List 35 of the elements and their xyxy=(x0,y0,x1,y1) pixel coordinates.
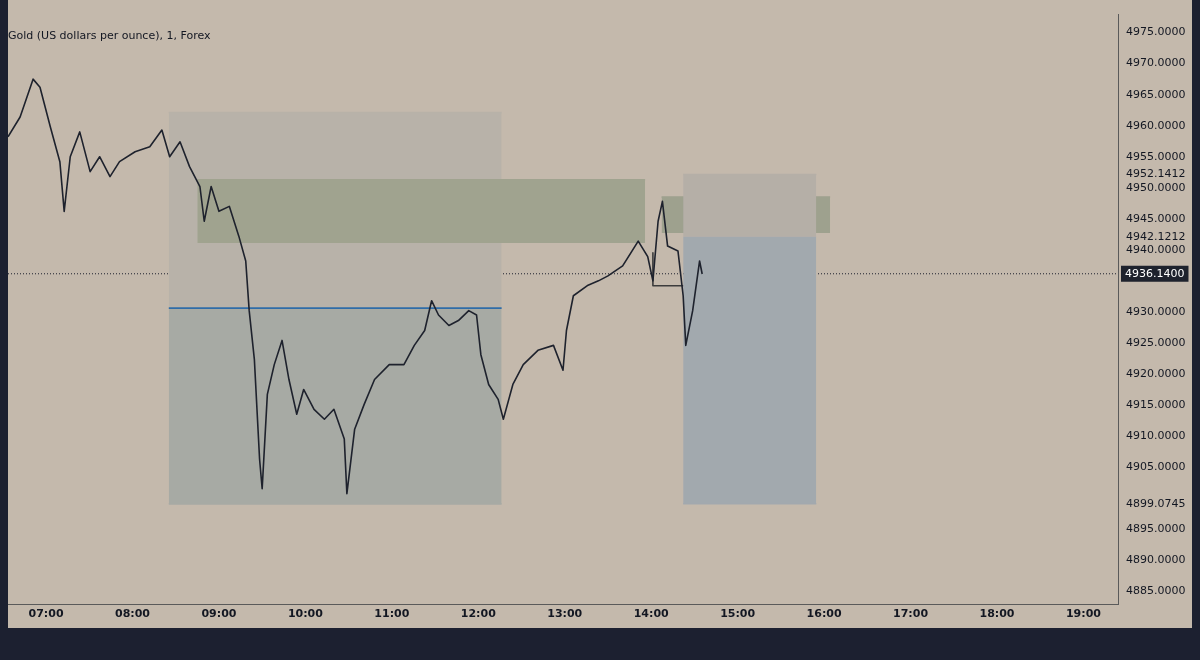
text: Gold (US dollars per ounce), 1, Forex xyxy=(8,28,211,42)
x-tick-label: 19:00 xyxy=(1065,607,1102,621)
y-tick-label: 4952.1412 xyxy=(1126,167,1186,181)
x-tick-label: 13:00 xyxy=(547,607,583,621)
y-tick-label: 4915.0000 xyxy=(1126,397,1186,411)
y-tick-label: 4890.0000 xyxy=(1126,552,1186,566)
y-tick-label: 4925.0000 xyxy=(1126,335,1186,349)
y-tick-label: 4955.0000 xyxy=(1126,149,1186,163)
y-tick-label: 4975.0000 xyxy=(1126,25,1186,39)
y-tick-label: 4905.0000 xyxy=(1126,459,1186,473)
y-tick-label: 4930.0000 xyxy=(1126,304,1186,318)
y-tick-label: 4885.0000 xyxy=(1126,584,1186,598)
y-tick-label: 4920.0000 xyxy=(1126,366,1186,380)
x-tick-label: 10:00 xyxy=(287,607,324,621)
x-tick-label: 18:00 xyxy=(979,607,1015,621)
x-tick-label: 08:00 xyxy=(114,607,151,621)
y-tick-label: 4970.0000 xyxy=(1126,56,1186,70)
y-tick-label: 4940.0000 xyxy=(1126,242,1186,256)
x-tick-label: 12:00 xyxy=(460,607,497,621)
y-tick-label: 4899.0745 xyxy=(1126,496,1186,510)
x-tick-label: 14:00 xyxy=(633,607,670,621)
y-tick-label: 4960.0000 xyxy=(1126,118,1186,132)
x-tick-label: 07:00 xyxy=(28,607,64,621)
x-tick-label: 15:00 xyxy=(720,607,756,621)
y-tick-label: 4910.0000 xyxy=(1126,428,1186,442)
y-tick-label: 4945.0000 xyxy=(1126,211,1186,225)
ref-line-label: 4936.1400 xyxy=(1125,266,1185,280)
x-tick-label: 09:00 xyxy=(201,607,237,621)
x-tick-label: 16:00 xyxy=(806,607,842,621)
y-tick-label: 4965.0000 xyxy=(1126,87,1186,101)
x-tick-label: 11:00 xyxy=(374,607,410,621)
y-tick-label: 4950.0000 xyxy=(1126,180,1186,194)
x-tick-label: 17:00 xyxy=(893,607,929,621)
y-tick-label: 4942.1212 xyxy=(1126,229,1186,243)
y-tick-label: 4895.0000 xyxy=(1126,521,1186,535)
